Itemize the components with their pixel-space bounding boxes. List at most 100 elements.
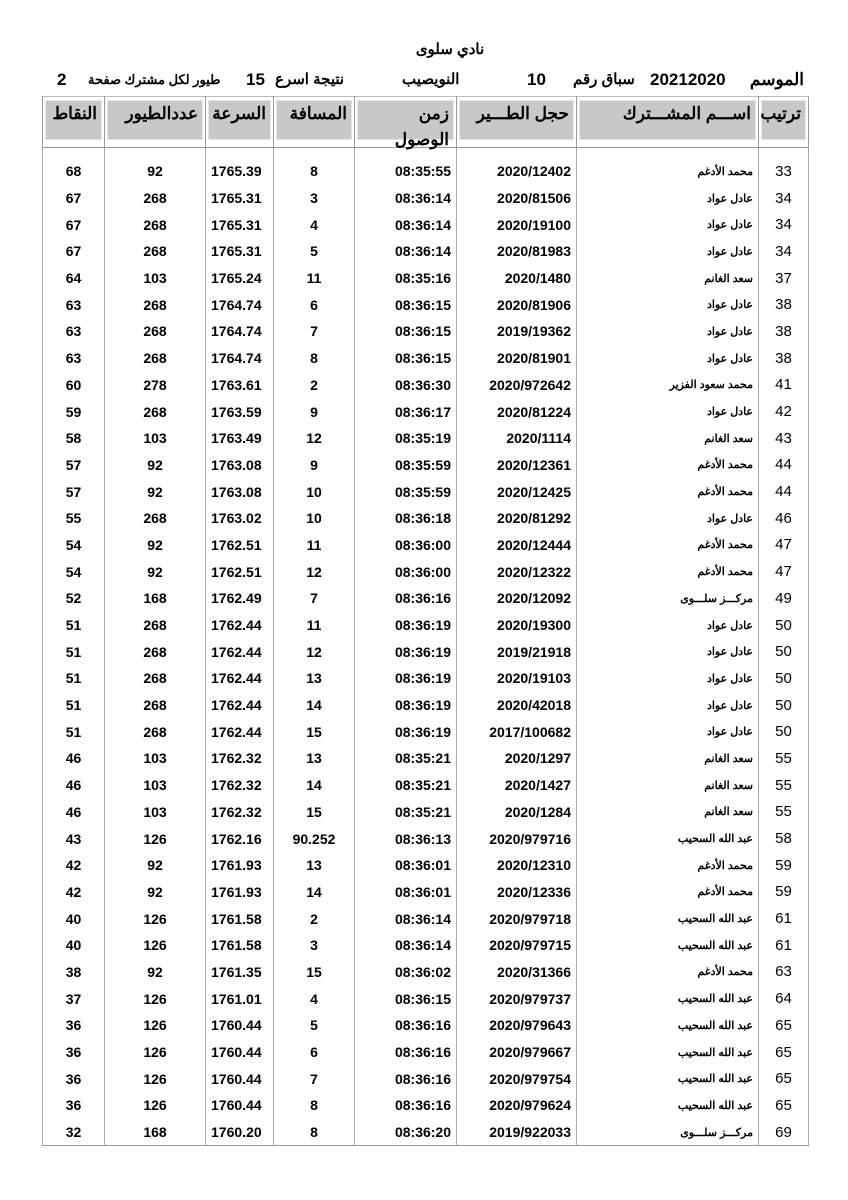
cell-member-name: سعد الغانم <box>576 771 759 799</box>
column-header-label: اســـم المشـــترك <box>579 100 756 140</box>
cell-rank: 37 <box>758 264 809 292</box>
cell-ring-number: 2020/12425 <box>456 478 577 505</box>
cell-distance: 15 <box>273 958 355 986</box>
cell-speed: 1763.49 <box>205 424 274 452</box>
cell-arrival-time: 08:36:16 <box>354 1012 457 1039</box>
table-row: 34 عادل عواد 2020/81983 08:36:14 5 1765.31 268… <box>42 238 809 265</box>
table-row: 49 مركـــز سلـــوى 2020/12092 08:36:16 7 1762… <box>42 585 809 612</box>
cell-ring-number: 2020/1480 <box>456 264 577 292</box>
cell-bird-count: 92 <box>104 558 206 585</box>
table-row: 65 عبد الله السحيب 2020/979667 08:36:16 6 176… <box>42 1038 809 1066</box>
location: النويصيب <box>402 71 460 88</box>
cell-arrival-time: 08:36:30 <box>354 371 457 399</box>
cell-distance: 2 <box>273 905 355 932</box>
cell-speed: 1762.51 <box>205 558 274 585</box>
table-row: 58 عبد الله السحيب 2020/979716 08:36:13 90.2… <box>42 825 809 852</box>
cell-distance: 13 <box>273 665 355 692</box>
cell-rank: 55 <box>758 798 809 826</box>
cell-arrival-time: 08:35:59 <box>354 451 457 479</box>
cell-bird-count: 268 <box>104 344 206 372</box>
cell-rank: 61 <box>758 931 809 959</box>
season-value: 20212020 <box>650 70 726 89</box>
cell-points: 36 <box>42 1092 105 1119</box>
cell-speed: 1760.44 <box>205 1012 274 1039</box>
cell-member-name: سعد الغانم <box>576 798 759 826</box>
cell-member-name: عادل عواد <box>576 344 759 372</box>
race-value: 10 <box>527 70 546 89</box>
cell-points: 32 <box>42 1118 105 1147</box>
cell-distance: 8 <box>273 1092 355 1119</box>
cell-points: 37 <box>42 985 105 1012</box>
cell-member-name: محمد الأدغم <box>576 958 759 986</box>
cell-bird-count: 92 <box>104 531 206 559</box>
cell-rank: 50 <box>758 638 809 666</box>
cell-distance: 12 <box>273 558 355 585</box>
cell-bird-count: 126 <box>104 905 206 932</box>
cell-rank: 65 <box>758 1065 809 1093</box>
cell-bird-count: 103 <box>104 771 206 799</box>
column-header-label: عددالطيور <box>107 100 203 140</box>
cell-bird-count: 268 <box>104 611 206 639</box>
cell-points: 46 <box>42 798 105 826</box>
table-row: 59 محمد الأدغم 2020/12336 08:36:01 14 1761.93… <box>42 878 809 906</box>
cell-bird-count: 126 <box>104 1092 206 1119</box>
cell-member-name: عادل عواد <box>576 691 759 719</box>
cell-ring-number: 2020/12092 <box>456 585 577 612</box>
cell-arrival-time: 08:35:21 <box>354 798 457 826</box>
cell-arrival-time: 08:36:15 <box>354 291 457 319</box>
cell-ring-number: 2020/979737 <box>456 985 577 1012</box>
cell-arrival-time: 08:36:17 <box>354 398 457 425</box>
cell-points: 57 <box>42 451 105 479</box>
cell-speed: 1764.74 <box>205 344 274 372</box>
cell-bird-count: 103 <box>104 745 206 772</box>
cell-arrival-time: 08:36:15 <box>354 318 457 345</box>
table-row: 34 عادل عواد 2020/81506 08:36:14 3 1765.31 268… <box>42 184 809 212</box>
cell-points: 42 <box>42 878 105 906</box>
table-row: 55 سعد الغانم 2020/1427 08:35:21 14 1762.32 10… <box>42 771 809 799</box>
cell-ring-number: 2020/19103 <box>456 665 577 692</box>
cell-ring-number: 2020/19100 <box>456 211 577 239</box>
cell-rank: 43 <box>758 424 809 452</box>
per-member-label: طيور لكل مشترك صفحة <box>88 72 221 87</box>
cell-distance: 14 <box>273 771 355 799</box>
cell-bird-count: 268 <box>104 638 206 666</box>
cell-member-name: مركـــز سلـــوى <box>576 585 759 612</box>
cell-bird-count: 168 <box>104 585 206 612</box>
cell-bird-count: 92 <box>104 878 206 906</box>
cell-arrival-time: 08:36:20 <box>354 1118 457 1147</box>
cell-ring-number: 2019/19362 <box>456 318 577 345</box>
cell-distance: 10 <box>273 478 355 505</box>
cell-distance: 2 <box>273 371 355 399</box>
cell-distance: 8 <box>273 344 355 372</box>
cell-points: 58 <box>42 424 105 452</box>
cell-bird-count: 268 <box>104 691 206 719</box>
cell-ring-number: 2020/979718 <box>456 905 577 932</box>
cell-bird-count: 92 <box>104 451 206 479</box>
cell-speed: 1762.44 <box>205 691 274 719</box>
cell-speed: 1761.58 <box>205 931 274 959</box>
table-row: 64 عبد الله السحيب 2020/979737 08:36:15 4 176… <box>42 985 809 1012</box>
fastest-value: 15 <box>246 70 265 89</box>
cell-rank: 59 <box>758 851 809 879</box>
cell-distance: 7 <box>273 318 355 345</box>
cell-distance: 5 <box>273 238 355 265</box>
column-header-member-name: اســـم المشـــترك <box>576 96 759 148</box>
cell-member-name: عادل عواد <box>576 611 759 639</box>
cell-ring-number: 2020/12361 <box>456 451 577 479</box>
table-row: 47 محمد الأدغم 2020/12322 08:36:00 12 1762.51… <box>42 558 809 585</box>
table-row: 65 عبد الله السحيب 2020/979643 08:36:16 5 176… <box>42 1012 809 1039</box>
cell-bird-count: 126 <box>104 1038 206 1066</box>
cell-ring-number: 2020/12336 <box>456 878 577 906</box>
cell-arrival-time: 08:36:19 <box>354 718 457 746</box>
cell-bird-count: 126 <box>104 825 206 852</box>
cell-member-name: محمد الأدغم <box>576 451 759 479</box>
cell-ring-number: 2020/12444 <box>456 531 577 559</box>
cell-rank: 44 <box>758 478 809 505</box>
cell-member-name: عادل عواد <box>576 504 759 532</box>
cell-member-name: عادل عواد <box>576 665 759 692</box>
cell-speed: 1762.32 <box>205 798 274 826</box>
cell-arrival-time: 08:35:16 <box>354 264 457 292</box>
cell-bird-count: 103 <box>104 264 206 292</box>
cell-ring-number: 2020/81506 <box>456 184 577 212</box>
column-header-speed: السرعة <box>205 96 274 148</box>
